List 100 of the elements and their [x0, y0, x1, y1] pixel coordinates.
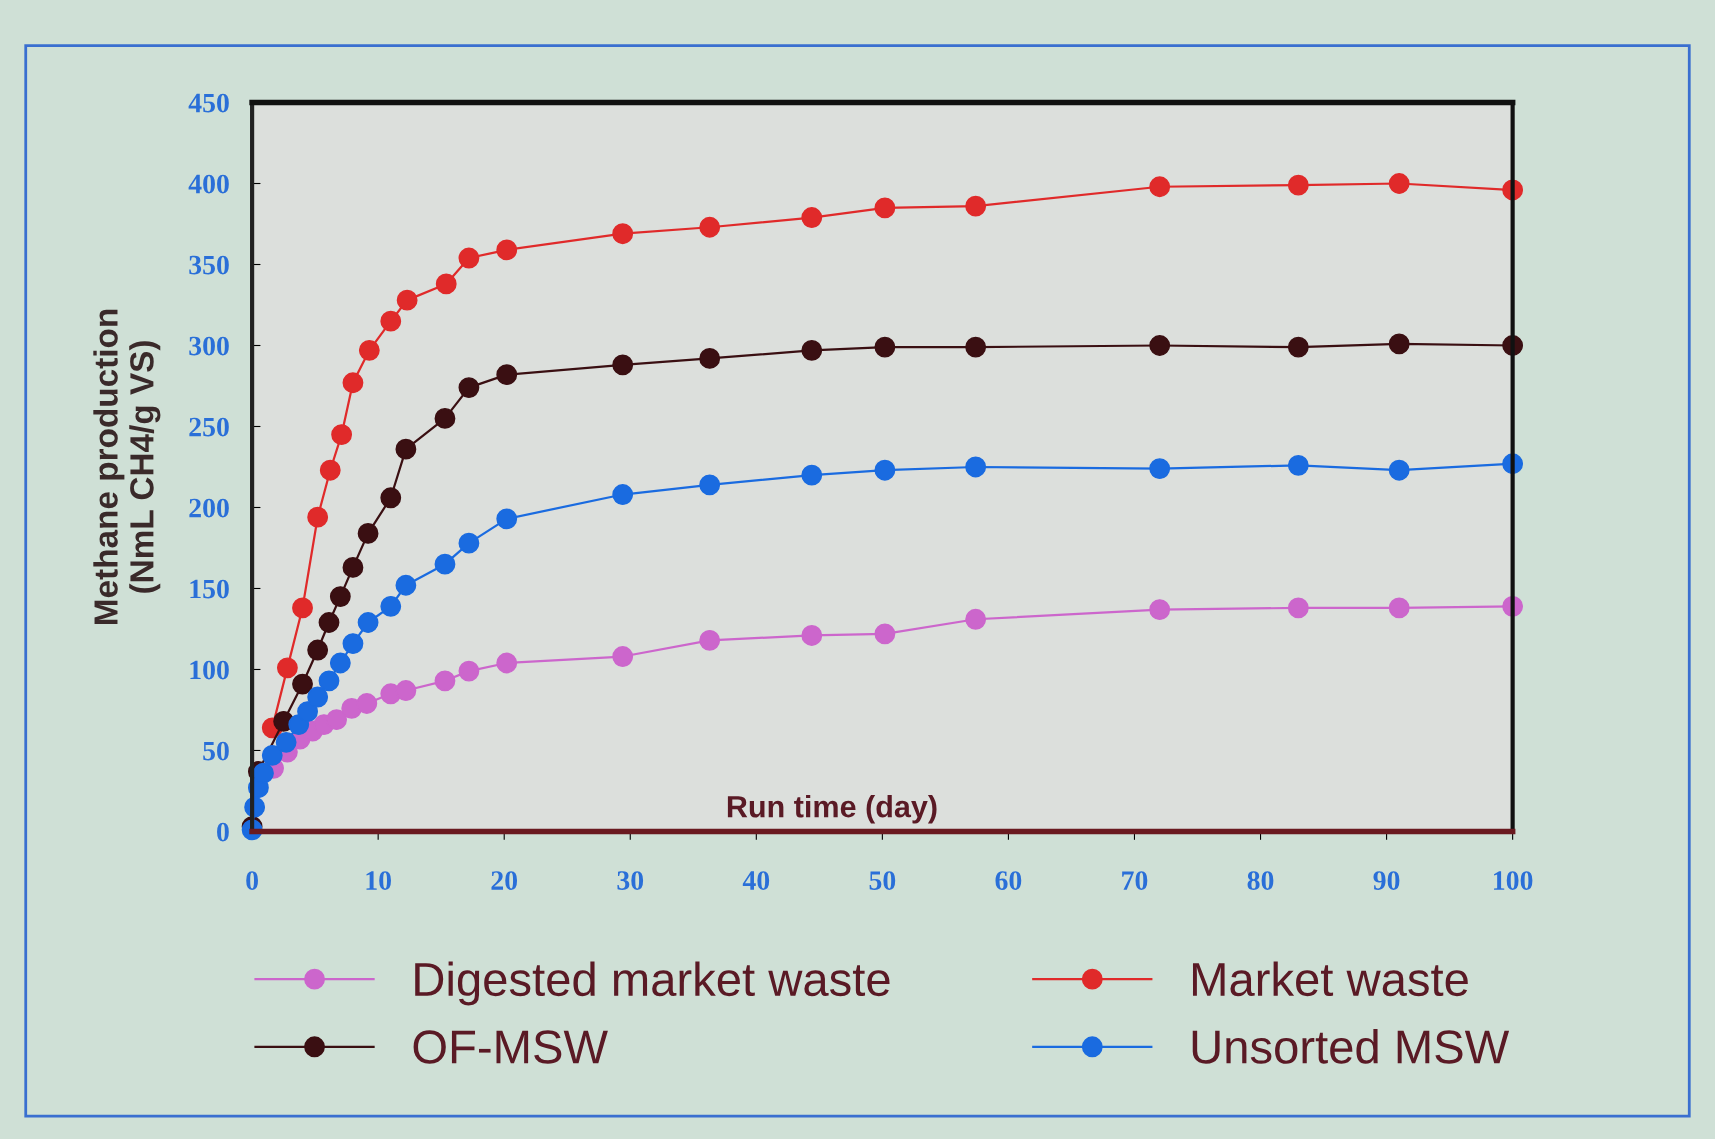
point — [496, 239, 518, 261]
point — [358, 339, 380, 361]
point — [1287, 174, 1309, 196]
y-tick-label: 300 — [189, 336, 229, 356]
point — [319, 459, 341, 481]
point — [699, 348, 721, 369]
y-tick-label: 250 — [189, 417, 229, 437]
point — [801, 339, 823, 361]
y-axis-title: Methane production (NmL CH4/g VS) — [93, 309, 161, 624]
point — [434, 407, 456, 429]
x-tick-label: 40 — [742, 871, 770, 890]
point — [380, 487, 402, 509]
point — [357, 612, 379, 633]
x-tick-label: 100 — [1494, 871, 1533, 890]
point — [612, 223, 634, 245]
point — [1287, 454, 1309, 476]
point — [318, 612, 340, 633]
point — [458, 532, 480, 554]
point — [342, 557, 364, 578]
point — [1388, 459, 1410, 481]
point — [965, 195, 987, 217]
point — [801, 464, 823, 486]
point — [326, 709, 347, 731]
point — [874, 459, 896, 481]
point — [356, 693, 378, 714]
point — [396, 289, 418, 311]
point — [801, 625, 823, 646]
point — [253, 762, 274, 784]
point — [357, 522, 379, 544]
point — [395, 574, 417, 596]
point — [434, 670, 456, 692]
point — [965, 456, 987, 478]
point — [329, 652, 351, 674]
point — [965, 336, 987, 358]
point — [612, 354, 634, 376]
point — [699, 474, 721, 496]
x-tick-label: 60 — [995, 871, 1022, 890]
x-tick-label: 0 — [246, 871, 258, 890]
y-tick-label: 100 — [190, 660, 229, 680]
y-tick-label: 450 — [188, 93, 229, 113]
point — [612, 484, 634, 505]
y-tick-label: 400 — [188, 174, 229, 194]
x-tick-label: 30 — [617, 871, 644, 890]
point — [1388, 597, 1410, 619]
legend-label: OF-MSW — [413, 1030, 608, 1064]
point — [458, 660, 480, 682]
point — [434, 553, 456, 575]
point — [874, 197, 896, 219]
point — [965, 608, 987, 630]
point — [612, 646, 634, 667]
y-tick-label: 50 — [203, 741, 229, 761]
point — [496, 364, 518, 386]
point — [1149, 335, 1171, 356]
legend-label: Market waste — [1192, 961, 1468, 997]
x-tick-label: 70 — [1122, 871, 1148, 890]
point — [496, 508, 518, 530]
legend-label: Digested market waste — [415, 961, 890, 1006]
x-tick-label: 80 — [1247, 871, 1274, 890]
x-tick-label: 20 — [491, 871, 518, 890]
point — [342, 633, 364, 654]
point — [458, 377, 480, 399]
point — [307, 639, 329, 661]
x-tick-label: 50 — [869, 871, 896, 890]
point — [342, 372, 364, 394]
y-tick-label: 200 — [189, 498, 229, 518]
point — [1388, 173, 1410, 194]
point — [297, 701, 318, 723]
point — [380, 595, 402, 617]
point — [496, 652, 518, 674]
point — [699, 629, 721, 651]
point — [261, 744, 283, 766]
point — [318, 670, 340, 692]
point — [1287, 597, 1309, 619]
point — [874, 623, 896, 645]
point — [331, 424, 353, 446]
point — [1149, 176, 1171, 198]
point — [276, 657, 298, 679]
point — [307, 686, 329, 708]
point — [275, 731, 297, 753]
point — [1287, 336, 1309, 358]
point — [1149, 458, 1171, 480]
point — [307, 506, 329, 528]
point — [292, 673, 313, 695]
point — [380, 310, 402, 332]
point — [699, 216, 721, 238]
x-axis-title: Run time (day) — [727, 795, 937, 824]
point — [1388, 333, 1410, 355]
point — [874, 336, 896, 358]
y-tick-label: 0 — [217, 822, 229, 842]
point — [435, 273, 457, 295]
legend-label: Unsorted MSW — [1192, 1029, 1510, 1064]
point — [329, 586, 351, 608]
point — [1149, 599, 1171, 620]
y-tick-label: 350 — [189, 255, 229, 275]
y-tick-label: 150 — [190, 579, 229, 599]
point — [801, 207, 823, 228]
point — [395, 680, 417, 701]
point — [458, 247, 480, 269]
point — [395, 438, 417, 460]
x-tick-label: 90 — [1373, 871, 1400, 890]
